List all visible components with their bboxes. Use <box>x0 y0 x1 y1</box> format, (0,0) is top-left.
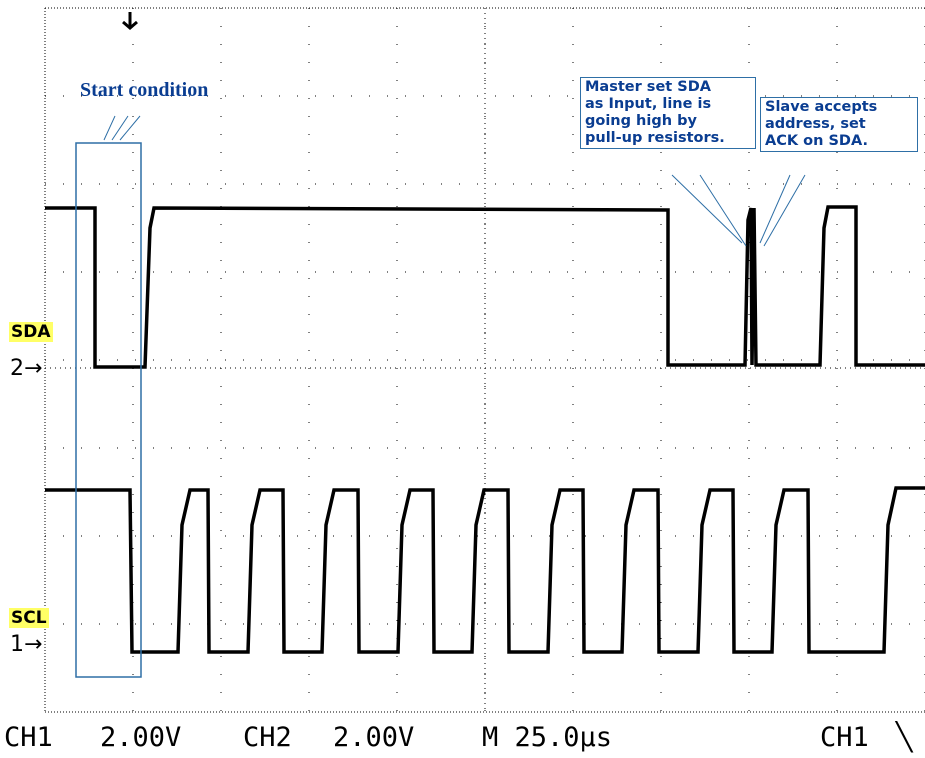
master-annotation: Master set SDA as Input, line is going h… <box>580 77 756 149</box>
start-condition-box <box>75 142 142 678</box>
ch2-scale: 2.00V <box>333 722 415 753</box>
scl-trace <box>45 486 925 654</box>
ch1-label: CH1 <box>4 722 53 753</box>
graticule <box>44 7 925 713</box>
slave-annotation: Slave accepts address, set ACK on SDA. <box>760 97 918 152</box>
trigger-position-marker <box>122 12 138 30</box>
scl-channel-tag: SCL <box>9 608 49 628</box>
start-callout-lines <box>103 115 141 141</box>
sda-trace <box>45 205 925 369</box>
slave-callout-lines <box>759 174 806 247</box>
ch2-label: CH2 <box>243 722 292 753</box>
start-condition-label: Start condition <box>80 79 209 101</box>
trigger-source: CH1 <box>820 722 869 753</box>
master-callout-lines <box>671 174 747 247</box>
oscilloscope-screen <box>44 7 925 713</box>
status-bar: CH1 2.00V CH2 2.00V M 25.0µs CH1 ╲ <box>0 716 925 758</box>
ch1-scale: 2.00V <box>100 722 182 753</box>
timebase-readout: M 25.0µs <box>482 722 613 753</box>
channel-1-marker: 1→ <box>10 632 43 657</box>
trigger-slope-icon: ╲ <box>896 722 913 753</box>
sda-channel-tag: SDA <box>9 322 53 342</box>
channel-2-marker: 2→ <box>10 356 43 381</box>
